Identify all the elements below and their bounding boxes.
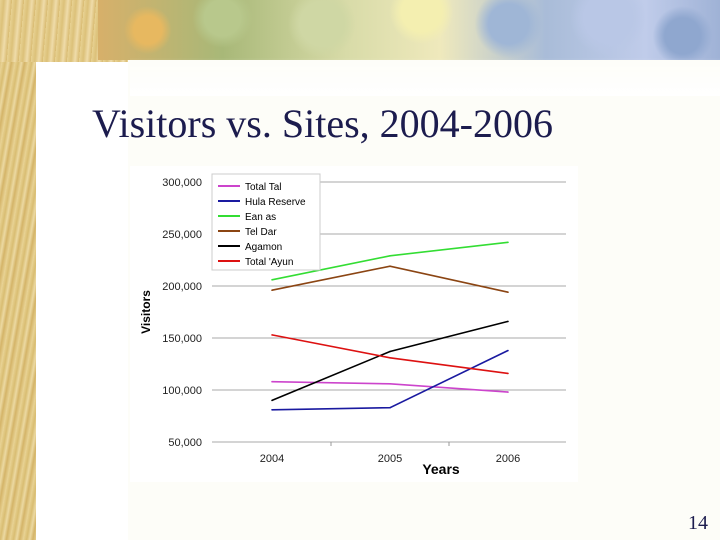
data-point bbox=[389, 407, 391, 409]
gridlines bbox=[130, 166, 567, 446]
banner-fade bbox=[130, 0, 720, 96]
x-tick-label: 2006 bbox=[496, 453, 520, 465]
data-point bbox=[389, 351, 391, 353]
data-point bbox=[507, 373, 509, 375]
chart-frame: 50,000 100,000 150,000 200,000 250,000 300,00… bbox=[130, 166, 578, 482]
y-tick-label: 150,000 bbox=[162, 333, 202, 345]
background-texture-left bbox=[0, 0, 36, 540]
legend-entry: Tel Dar bbox=[245, 227, 277, 238]
data-point bbox=[271, 334, 273, 336]
legend-entry: Total 'Ayun bbox=[245, 257, 293, 268]
data-point bbox=[271, 279, 273, 281]
legend-entry: Total Tal bbox=[245, 182, 282, 193]
y-tick-label: 50,000 bbox=[168, 437, 202, 449]
y-axis-label: Visitors bbox=[139, 290, 153, 334]
data-point bbox=[271, 409, 273, 411]
legend-entry: Ean as bbox=[245, 212, 276, 223]
page-number: 14 bbox=[688, 512, 708, 535]
data-point bbox=[389, 265, 391, 267]
data-point bbox=[507, 391, 509, 393]
y-tick-label: 300,000 bbox=[162, 177, 202, 189]
y-tick-label: 100,000 bbox=[162, 385, 202, 397]
data-point bbox=[389, 383, 391, 385]
x-tick-labels: 2004 2005 2006 bbox=[260, 453, 520, 465]
line-chart: 50,000 100,000 150,000 200,000 250,000 300,00… bbox=[130, 166, 578, 482]
data-point bbox=[389, 357, 391, 359]
data-point bbox=[389, 255, 391, 257]
data-point bbox=[271, 289, 273, 291]
y-tick-label: 200,000 bbox=[162, 281, 202, 293]
x-tick-label: 2004 bbox=[260, 453, 284, 465]
data-point bbox=[507, 321, 509, 323]
series-line bbox=[272, 321, 508, 400]
data-point bbox=[507, 350, 509, 352]
y-tick-labels: 50,000 100,000 150,000 200,000 250,000 300,00… bbox=[162, 177, 202, 449]
slide-title: Visitors vs. Sites, 2004-2006 bbox=[92, 100, 692, 147]
data-point bbox=[507, 291, 509, 293]
data-point bbox=[271, 381, 273, 383]
data-point bbox=[271, 400, 273, 402]
legend-entry: Agamon bbox=[245, 242, 282, 253]
legend: Total Tal Hula Reserve Ean as Tel Dar Agamon… bbox=[212, 174, 320, 270]
legend-entry: Hula Reserve bbox=[245, 197, 306, 208]
x-tick-label: 2005 bbox=[378, 453, 402, 465]
series-line bbox=[272, 351, 508, 410]
data-point bbox=[507, 242, 509, 244]
y-tick-label: 250,000 bbox=[162, 229, 202, 241]
x-axis-label: Years bbox=[422, 461, 460, 477]
